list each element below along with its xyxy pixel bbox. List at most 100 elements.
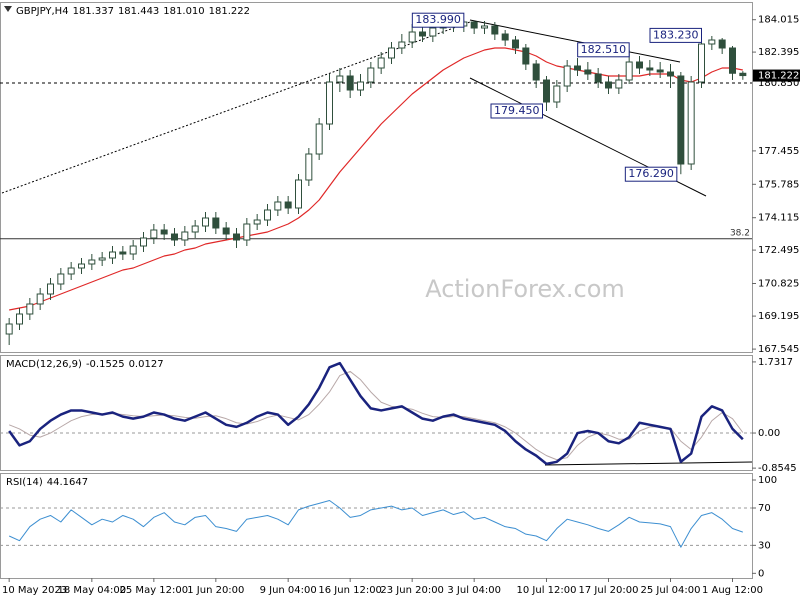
candle-body (739, 72, 747, 77)
y-tick-label: 182.395 (758, 47, 799, 58)
candle-body (408, 31, 416, 43)
candle-body (26, 303, 34, 315)
panel-title: RSI(14) 44.1647 (6, 477, 88, 488)
ohlc-value: 181.010 (163, 6, 204, 17)
y-tick-label: 169.195 (758, 311, 799, 322)
candle-body (140, 237, 147, 247)
h-line-label: 180.850 (758, 78, 799, 89)
candle-body (512, 39, 519, 49)
candle-body (202, 217, 209, 227)
candle-body (160, 229, 168, 235)
candle-body (656, 69, 664, 73)
signal-line (8, 370, 744, 461)
x-tick-label: 23 Jun 20:00 (380, 585, 444, 596)
fib-label: 38.2 (730, 228, 750, 238)
candle-body (264, 209, 271, 221)
x-tick-label: 10 Jul 12:00 (517, 585, 577, 596)
annotation-label: 183.990 (415, 13, 461, 26)
candle-body (543, 79, 550, 103)
indicator-name: RSI(14) (6, 477, 43, 488)
symbol: GBPJPY,H4 (16, 6, 69, 17)
candle-body (253, 219, 261, 225)
channel-upper (469, 19, 681, 63)
current-price-bg (753, 69, 800, 82)
watermark-layer: ActionForex.com (425, 275, 625, 303)
y-tick-label: 170.825 (758, 279, 799, 290)
ma-line (9, 47, 743, 311)
y-tick-label: 172.495 (758, 245, 799, 256)
annotation-box (490, 103, 543, 119)
price-annotation: 179.450 (490, 103, 543, 119)
candle-body (191, 225, 199, 233)
candle-body (336, 75, 344, 83)
candle-body (636, 61, 643, 69)
x-tick-label: 1 Jun 20:00 (187, 585, 244, 596)
candle-body (625, 61, 633, 81)
candle-body (594, 73, 602, 83)
rsi-panel (0, 473, 753, 579)
candle-body (233, 233, 240, 241)
candle-body (677, 75, 685, 165)
candle-body (501, 33, 509, 41)
candle-body (522, 47, 530, 65)
x-tick-label: 25 May 12:00 (120, 585, 189, 596)
candle-body (171, 233, 178, 241)
watermark: ActionForex.com (425, 275, 625, 303)
candle-body (646, 67, 654, 71)
candle-body (16, 313, 23, 325)
candle-body (398, 41, 406, 49)
candle-body (667, 71, 674, 77)
candle-body (470, 21, 478, 29)
annotation-box (411, 12, 465, 28)
candle-body (687, 81, 695, 165)
price-annotation: 183.990 (411, 12, 465, 28)
candle-body (698, 43, 705, 83)
indicator-name: MACD(12,26,9) (6, 359, 82, 370)
y-tick-label: 177.455 (758, 146, 799, 157)
candle-body (67, 267, 75, 275)
candle-body (729, 47, 736, 74)
candle-body (222, 227, 230, 235)
candle-body (98, 257, 106, 261)
candle-body (295, 179, 302, 209)
x-tick-label: 3 Jul 04:00 (447, 585, 501, 596)
annotation-label: 179.450 (494, 104, 540, 117)
candle-body (88, 259, 96, 265)
candle-body (357, 81, 364, 91)
candle-body (605, 81, 612, 89)
candle-body (109, 251, 116, 259)
candle-body (78, 263, 85, 269)
y-tick-label: 175.785 (758, 179, 799, 190)
candle-body (367, 67, 375, 83)
candle-body (57, 273, 65, 285)
y-tick-label: 174.115 (758, 213, 799, 224)
annotation-box (649, 27, 702, 43)
price-panel (0, 2, 753, 353)
candle-body (315, 123, 323, 155)
x-tick-label: 1 Aug 12:00 (702, 585, 763, 596)
candle-body (274, 201, 282, 211)
candle-body (574, 65, 581, 71)
candle-body (212, 217, 220, 229)
price-annotation: 182.510 (577, 42, 630, 58)
indicator-value: -0.1525 (86, 359, 125, 370)
y-tick-label: 70 (758, 503, 771, 514)
candle-body (119, 251, 127, 255)
x-tick-label: 10 May 2023 (2, 585, 67, 596)
candle-body (346, 75, 354, 91)
candle-body (243, 223, 251, 241)
chart-title: GBPJPY,H4 181.337 181.443 181.010 181.222 (16, 6, 250, 17)
ohlc-value: 181.337 (73, 6, 114, 17)
annotation-label: 182.510 (581, 43, 627, 56)
candle-body (181, 231, 189, 241)
candle-body (150, 229, 158, 239)
y-tick-label: -0.8545 (758, 463, 797, 474)
x-tick-label: 25 Jul 04:00 (641, 585, 701, 596)
x-tick-label: 17 Jul 20:00 (579, 585, 639, 596)
ohlc-value: 181.443 (118, 6, 159, 17)
candle-body (388, 47, 395, 59)
candle-body (419, 31, 426, 37)
candle-body (129, 245, 137, 255)
